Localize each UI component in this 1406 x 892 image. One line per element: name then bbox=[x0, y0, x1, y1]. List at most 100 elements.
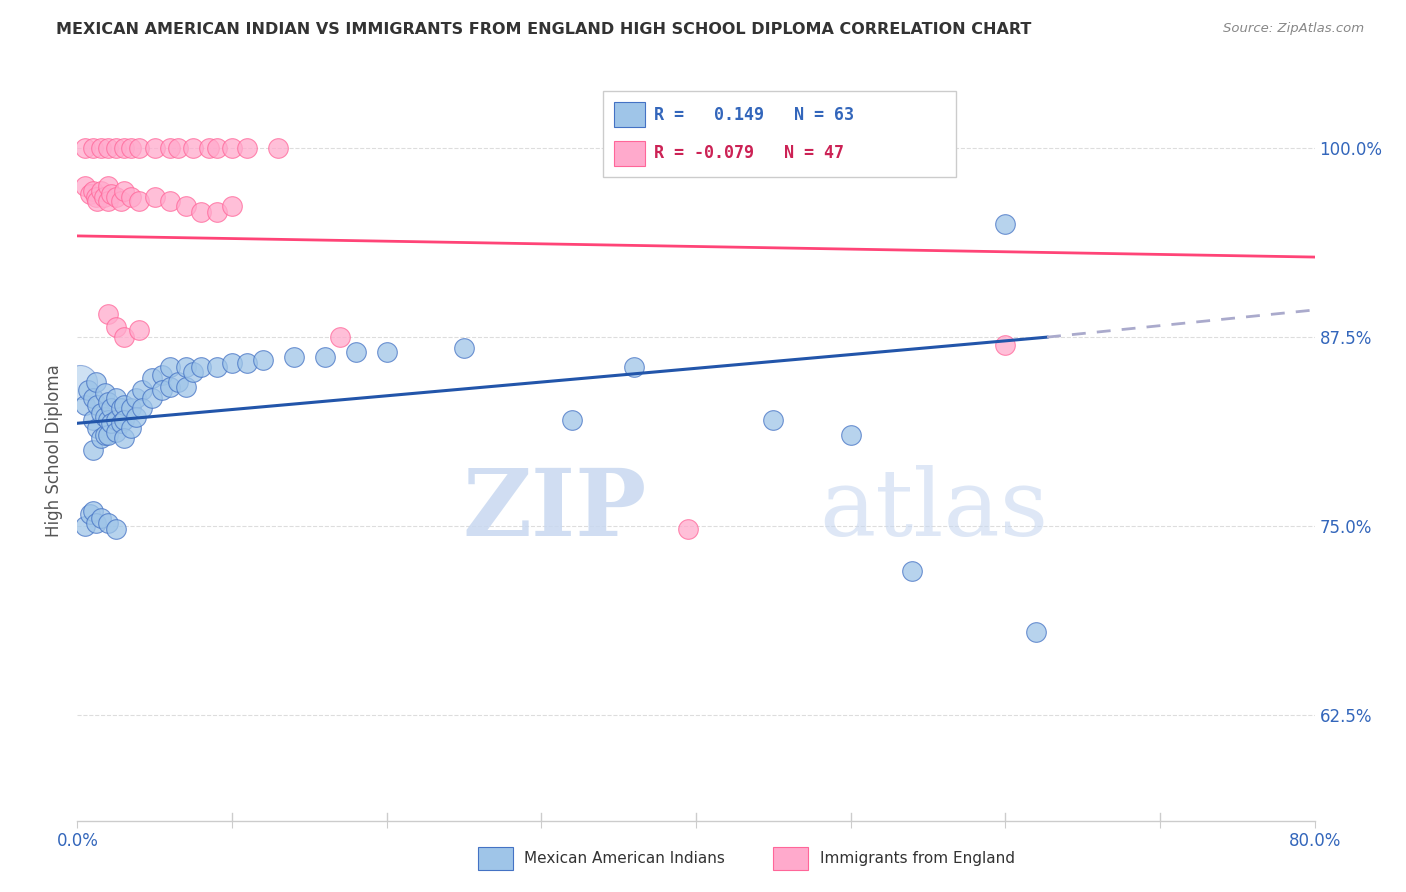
Point bbox=[167, 376, 190, 390]
Point bbox=[97, 308, 120, 322]
Point bbox=[762, 413, 785, 427]
Point bbox=[84, 189, 107, 203]
Point bbox=[329, 330, 352, 344]
Point bbox=[110, 417, 132, 431]
Point bbox=[112, 184, 135, 198]
Point bbox=[93, 189, 115, 203]
Point bbox=[90, 406, 111, 420]
Point bbox=[112, 431, 135, 445]
Point bbox=[314, 350, 336, 364]
Point bbox=[82, 141, 104, 155]
Point bbox=[221, 141, 243, 155]
Point bbox=[112, 413, 135, 427]
Point bbox=[561, 413, 583, 427]
Point bbox=[839, 428, 862, 442]
Point bbox=[623, 360, 645, 375]
Point bbox=[79, 507, 101, 521]
Point bbox=[159, 380, 181, 394]
Point bbox=[79, 186, 101, 201]
Point bbox=[112, 141, 135, 155]
Point bbox=[97, 413, 120, 427]
Point bbox=[97, 516, 120, 530]
Point bbox=[183, 141, 205, 155]
Point bbox=[198, 141, 221, 155]
Point bbox=[90, 141, 111, 155]
Point bbox=[105, 189, 127, 203]
Point bbox=[86, 194, 108, 209]
Point bbox=[607, 141, 630, 155]
Point bbox=[84, 376, 107, 390]
Point bbox=[97, 395, 120, 409]
Point bbox=[159, 360, 181, 375]
Text: Source: ZipAtlas.com: Source: ZipAtlas.com bbox=[1223, 22, 1364, 36]
Point bbox=[131, 383, 153, 397]
Point bbox=[100, 186, 122, 201]
Point bbox=[174, 380, 197, 394]
Point bbox=[128, 322, 150, 336]
Point bbox=[90, 511, 111, 525]
Point bbox=[94, 386, 117, 401]
Text: R =   0.149   N = 63: R = 0.149 N = 63 bbox=[654, 105, 853, 124]
Point bbox=[131, 401, 153, 416]
Point bbox=[174, 360, 197, 375]
Point bbox=[143, 189, 166, 203]
Point bbox=[105, 141, 127, 155]
Point bbox=[344, 345, 367, 359]
Point bbox=[283, 350, 305, 364]
Text: ZIP: ZIP bbox=[463, 465, 647, 555]
Point bbox=[105, 319, 127, 334]
Point bbox=[77, 383, 100, 397]
Point bbox=[75, 179, 96, 194]
Point bbox=[121, 401, 143, 416]
Text: Mexican American Indians: Mexican American Indians bbox=[524, 851, 725, 866]
Point bbox=[90, 431, 111, 445]
Point bbox=[84, 516, 107, 530]
Point bbox=[901, 565, 924, 579]
Point bbox=[100, 417, 122, 431]
Point bbox=[97, 428, 120, 442]
Point bbox=[121, 189, 143, 203]
Point bbox=[678, 522, 700, 536]
Text: MEXICAN AMERICAN INDIAN VS IMMIGRANTS FROM ENGLAND HIGH SCHOOL DIPLOMA CORRELATI: MEXICAN AMERICAN INDIAN VS IMMIGRANTS FR… bbox=[56, 22, 1032, 37]
Point bbox=[252, 352, 274, 367]
Point bbox=[141, 391, 163, 405]
Point bbox=[205, 141, 228, 155]
Point bbox=[190, 360, 212, 375]
Point bbox=[94, 410, 117, 425]
Point bbox=[174, 199, 197, 213]
Point bbox=[183, 365, 205, 379]
Point bbox=[75, 398, 96, 412]
Point bbox=[125, 391, 148, 405]
Point bbox=[994, 337, 1017, 351]
Point bbox=[453, 341, 475, 355]
Point bbox=[86, 398, 108, 412]
Point bbox=[82, 413, 104, 427]
Point bbox=[86, 421, 108, 435]
Point bbox=[105, 522, 127, 536]
Point bbox=[159, 141, 181, 155]
Point bbox=[90, 184, 111, 198]
Point bbox=[141, 371, 163, 385]
Point bbox=[121, 141, 143, 155]
Point bbox=[82, 443, 104, 458]
Point bbox=[82, 391, 104, 405]
Point bbox=[236, 356, 259, 370]
Point bbox=[152, 368, 174, 382]
Point bbox=[110, 194, 132, 209]
Point bbox=[82, 504, 104, 518]
Point bbox=[69, 376, 91, 390]
Point bbox=[159, 194, 181, 209]
Point bbox=[75, 519, 96, 533]
Text: R = -0.079   N = 47: R = -0.079 N = 47 bbox=[654, 145, 844, 162]
Point bbox=[97, 179, 120, 194]
Point bbox=[152, 383, 174, 397]
Point bbox=[105, 391, 127, 405]
Point bbox=[110, 401, 132, 416]
Text: atlas: atlas bbox=[820, 465, 1049, 555]
Point bbox=[112, 398, 135, 412]
Point bbox=[97, 141, 120, 155]
Point bbox=[221, 199, 243, 213]
Point bbox=[97, 194, 120, 209]
Text: Immigrants from England: Immigrants from England bbox=[820, 851, 1015, 866]
Point bbox=[143, 141, 166, 155]
